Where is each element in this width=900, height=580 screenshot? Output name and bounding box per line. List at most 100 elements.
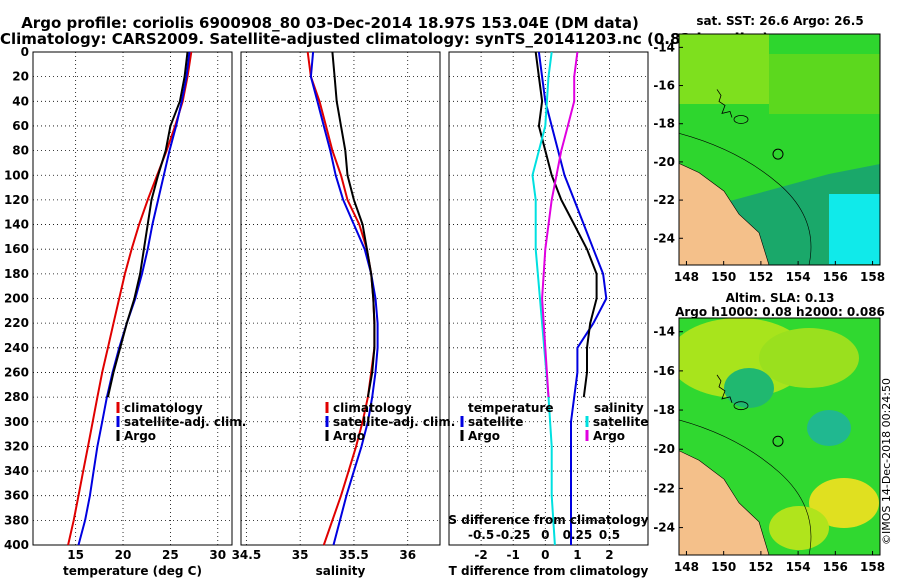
y-tick-label: 60 [12, 119, 29, 133]
x-tick-label: 30 [209, 548, 226, 562]
reef-outline [733, 401, 749, 411]
x-tick-label: 1 [573, 548, 581, 562]
depth-contour [679, 133, 812, 265]
y-tick-label: 120 [4, 193, 29, 207]
legend-satellite-adj-clim--label: satellite-adj. clim. [333, 415, 455, 429]
cold-patch [829, 194, 880, 264]
y-tick-label: 380 [4, 513, 29, 527]
series-line-s-argo [541, 51, 579, 398]
lon-tick-label: 152 [748, 270, 773, 284]
s-tick-label: 0 [541, 528, 549, 542]
s-tick-label: 0.25 [563, 528, 593, 542]
map-frame [678, 317, 881, 556]
y-tick-label: 340 [4, 464, 29, 478]
lon-tick-label: 150 [711, 560, 736, 574]
s-tick-label: -0.25 [496, 528, 531, 542]
x-axis-label: temperature (deg C) [63, 564, 202, 578]
low-sla-patch [807, 410, 851, 446]
map-field [679, 34, 880, 265]
y-tick-label: 360 [4, 489, 29, 503]
lat-tick-label: -22 [653, 193, 675, 207]
y-tick-label: 160 [4, 242, 29, 256]
y-tick-label: 80 [12, 144, 29, 158]
x-axis-label: salinity [316, 564, 366, 578]
legend-temperature-title: temperature [468, 401, 553, 415]
sla-map-title-line2: Argo h1000: 0.08 h2000: 0.086 [675, 305, 885, 319]
x-tick-label: 0 [541, 548, 549, 562]
lon-tick-label: 154 [786, 560, 811, 574]
series-line-climatology [67, 51, 193, 546]
lat-tick-label: -20 [653, 155, 675, 169]
depth-contour [679, 419, 812, 555]
plot-frame [448, 51, 649, 546]
series-line-s-satellite [531, 51, 556, 546]
x-tick-label: 36 [399, 548, 416, 562]
land-mass [679, 163, 770, 265]
y-tick-label: 300 [4, 415, 29, 429]
lat-tick-label: -14 [653, 40, 675, 54]
land-mass [679, 450, 770, 555]
x-tick-label: 34.5 [232, 548, 262, 562]
y-tick-label: 400 [4, 538, 29, 552]
series-line-t-satellite [537, 51, 608, 545]
x-tick-label: -2 [474, 548, 487, 562]
plot-title-line2: Climatology: CARS2009. Satellite-adjuste… [0, 30, 770, 48]
sla-map-title-line1: Altim. SLA: 0.13 [725, 291, 835, 305]
lat-tick-label: -20 [653, 442, 675, 456]
legend-argo-label: Argo [124, 429, 156, 443]
lat-tick-label: -22 [653, 481, 675, 495]
chart-panel-salinity: 34.5 35 35.5 36 salinity climatologysatellite… [232, 51, 455, 578]
legend-s-argo-label: Argo [593, 429, 625, 443]
x-tick-label: 20 [115, 548, 132, 562]
series-line-t-argo [534, 51, 598, 398]
legend-t-argo-label: Argo [468, 429, 500, 443]
y-tick-label: 320 [4, 439, 29, 453]
x-tick-label: 35.5 [339, 548, 369, 562]
lat-tick-label: -24 [653, 231, 675, 245]
series-line-argo [106, 51, 189, 398]
high-sla-patch [809, 478, 879, 528]
sst-map-title: sat. SST: 26.6 Argo: 26.5 [696, 14, 864, 28]
plot-frame [240, 51, 441, 546]
legend-s-satellite-label: satellite [593, 415, 648, 429]
lat-tick-label: -24 [653, 521, 675, 535]
y-tick-label: 20 [12, 70, 29, 84]
warm-patch [769, 54, 880, 114]
series-line-argo [331, 51, 376, 398]
x-axis-label: T difference from climatology [449, 564, 649, 578]
lon-tick-label: 148 [674, 270, 699, 284]
legend-salinity-title: salinity [594, 401, 644, 415]
legend-t-satellite-label: satellite [468, 415, 523, 429]
y-tick-label: 140 [4, 218, 29, 232]
lon-tick-label: 148 [674, 560, 699, 574]
lat-tick-label: -14 [653, 325, 675, 339]
legend-satellite-adj-clim--label: satellite-adj. clim. [124, 415, 246, 429]
s-tick-label: 0.5 [599, 528, 620, 542]
map-field [679, 318, 880, 555]
chart-panel-difference: -2 -1 0 1 2 T difference from climatology temp… [448, 51, 649, 578]
chart-panel-temperature: 0 20 40 60 80 100 120 140 160 180 200 220 240 260 280 3… [4, 45, 246, 578]
y-tick-label: 100 [4, 168, 29, 182]
s-axis-label: S difference from climatology [448, 513, 648, 527]
watermark: ©IMOS 14-Dec-2018 00:24:50 [880, 378, 893, 545]
map-frame [678, 33, 881, 266]
sst-map: -14 -16 -18 -20 -22 -24 148 150 152 154 156 158 [653, 33, 885, 284]
y-tick-label: 220 [4, 316, 29, 330]
sla-map: -14 -16 -18 -20 -22 -24 148 150 152 154 156 158 [653, 317, 885, 574]
lat-tick-label: -16 [653, 364, 675, 378]
y-tick-label: 240 [4, 341, 29, 355]
argo-float-marker [772, 148, 784, 160]
warm-patch [679, 34, 769, 104]
lon-tick-label: 158 [860, 270, 885, 284]
lon-tick-label: 150 [711, 270, 736, 284]
s-tick-label: -0.5 [468, 528, 494, 542]
x-tick-label: 35 [292, 548, 309, 562]
plot-title-line1: Argo profile: coriolis 6900908_80 03-Dec… [21, 14, 639, 32]
lon-tick-label: 156 [823, 560, 848, 574]
y-tick-label: 260 [4, 365, 29, 379]
y-tick-label: 40 [12, 94, 29, 108]
y-tick-label: 200 [4, 292, 29, 306]
lon-tick-label: 152 [748, 560, 773, 574]
y-tick-label: 0 [21, 45, 29, 59]
